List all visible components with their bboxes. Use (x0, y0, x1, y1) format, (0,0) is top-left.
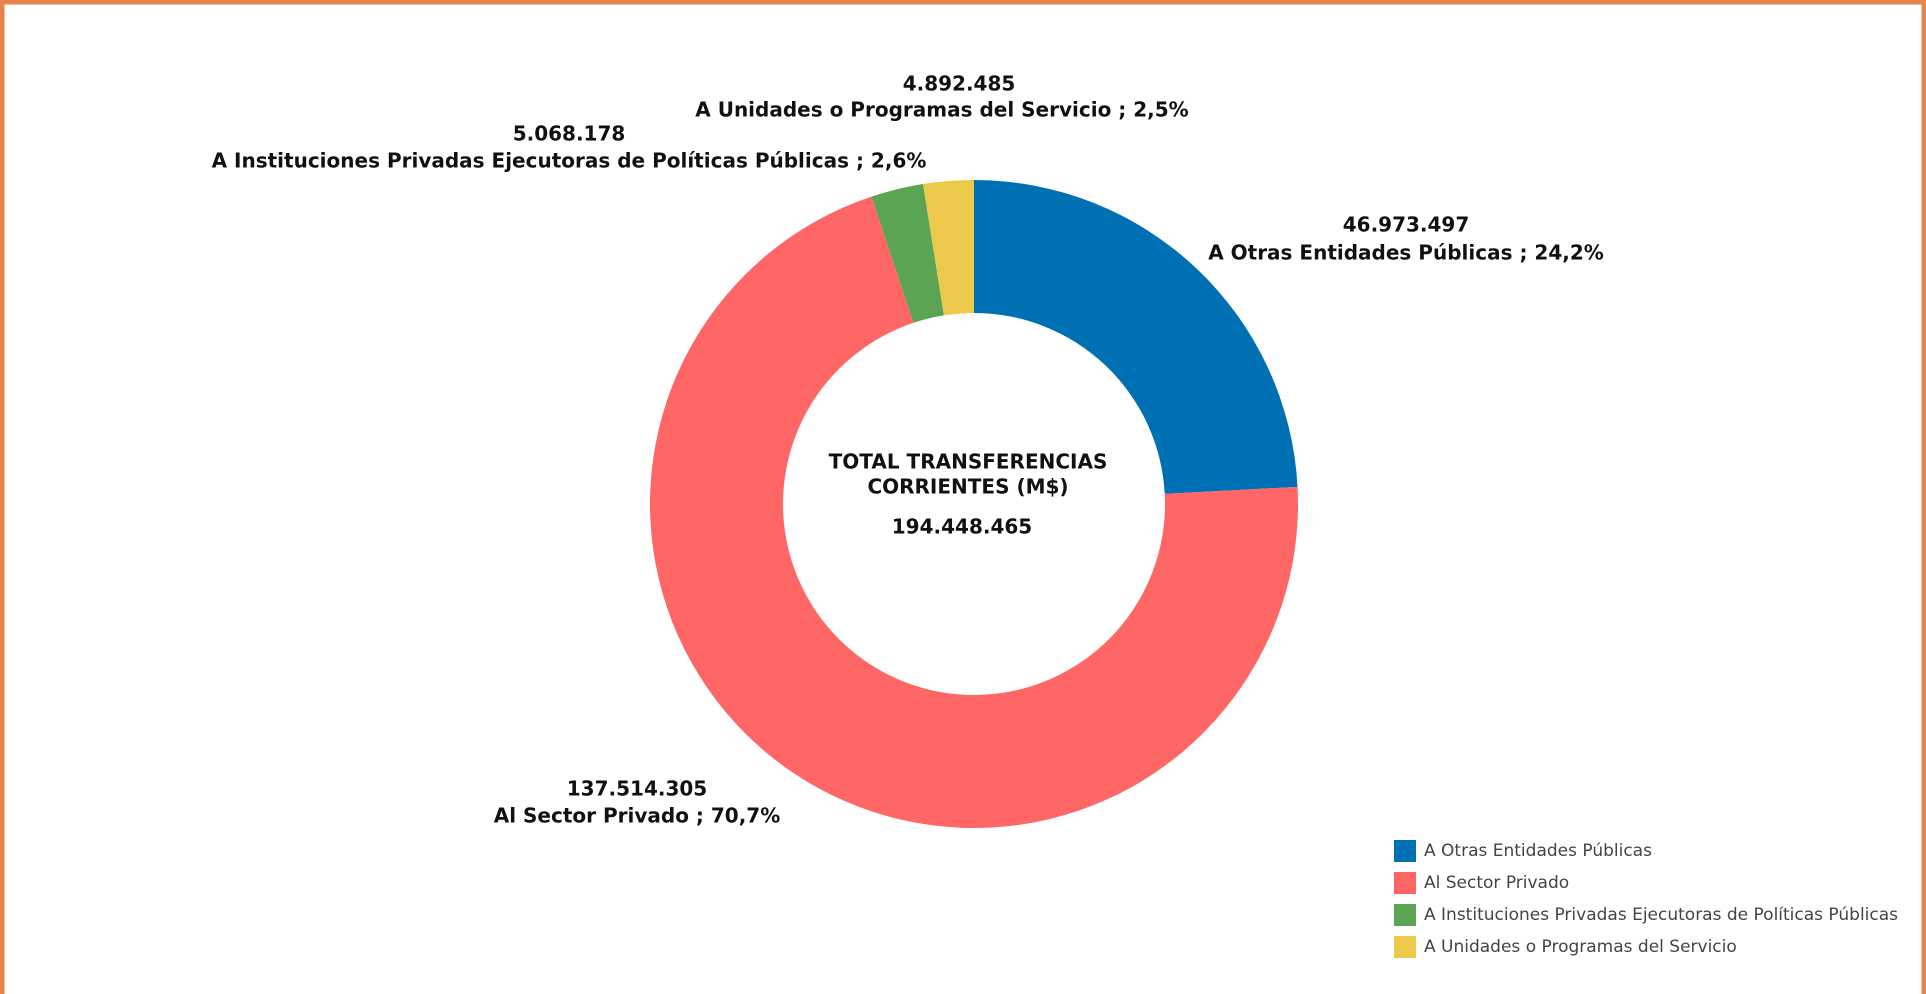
value-label: 137.514.305 (567, 777, 707, 801)
slice-label: A Instituciones Privadas Ejecutoras de P… (212, 149, 927, 173)
legend-swatch (1394, 872, 1416, 894)
legend-label: Al Sector Privado (1424, 873, 1569, 893)
legend-label: A Unidades o Programas del Servicio (1424, 937, 1737, 957)
slice (922, 180, 974, 316)
value-label: 5.068.178 (513, 122, 626, 146)
legend-swatch (1394, 904, 1416, 926)
slice-label: A Unidades o Programas del Servicio ; 2,… (695, 98, 1188, 122)
slice-label: Al Sector Privado ; 70,7% (494, 804, 781, 828)
value-label: 46.973.497 (1343, 213, 1470, 237)
legend-swatch (1394, 936, 1416, 958)
legend-label: A Otras Entidades Públicas (1424, 841, 1652, 861)
slice (871, 184, 944, 323)
slice (649, 196, 1298, 829)
slice (974, 180, 1298, 494)
slice-label: A Otras Entidades Públicas ; 24,2% (1208, 241, 1604, 265)
center-value: 194.448.465 (892, 515, 1032, 539)
legend-label: A Instituciones Privadas Ejecutoras de P… (1424, 905, 1898, 925)
value-label: 4.892.485 (903, 72, 1016, 96)
legend-swatch (1394, 840, 1416, 862)
center-title: TOTAL TRANSFERENCIAS (829, 450, 1108, 474)
center-title: CORRIENTES (M$) (867, 475, 1068, 499)
